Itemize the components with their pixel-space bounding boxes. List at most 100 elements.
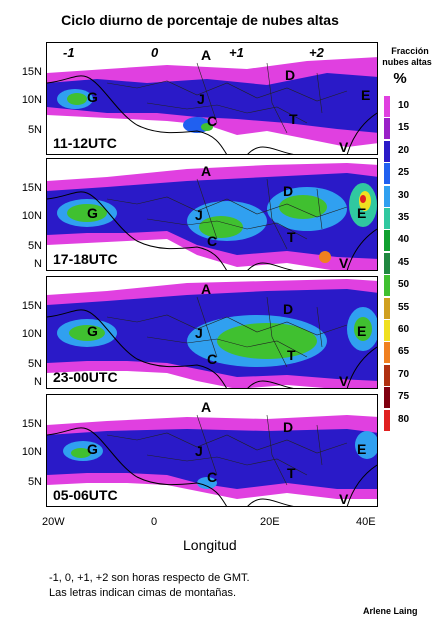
mountain-label: D bbox=[283, 301, 294, 317]
legend-label: 40 bbox=[398, 234, 410, 246]
legend-label: 80 bbox=[398, 413, 410, 425]
mountain-label: V bbox=[339, 255, 349, 271]
y-tick-label: N bbox=[34, 258, 42, 270]
legend-swatch bbox=[384, 320, 390, 341]
mountain-label: D bbox=[283, 419, 294, 435]
cloud-map bbox=[47, 163, 377, 270]
mountain-label: V bbox=[339, 491, 349, 507]
legend-label: 55 bbox=[398, 301, 410, 313]
coastline bbox=[47, 75, 377, 154]
legend-swatch bbox=[384, 118, 390, 140]
map-panel-4: A G J C D T E V 05-06UTC bbox=[46, 394, 378, 507]
legend-unit: % bbox=[393, 70, 407, 87]
legend-entry: 25 bbox=[384, 163, 432, 185]
cloud-core bbox=[67, 93, 87, 105]
map-panel-2: A G J C D T E V 17-18UTC bbox=[46, 158, 378, 271]
cloud-core bbox=[69, 325, 105, 341]
mountain-label: D bbox=[285, 67, 296, 83]
gmt-offset-label: +1 bbox=[229, 45, 244, 60]
cloud-area bbox=[47, 73, 377, 133]
legend-label: 50 bbox=[398, 279, 410, 291]
x-axis-label: Longitud bbox=[183, 537, 237, 553]
mountain-label: T bbox=[287, 229, 296, 245]
cloud-map bbox=[47, 414, 377, 506]
coastline bbox=[47, 309, 377, 388]
x-tick-20e: 20E bbox=[260, 516, 280, 528]
mountain-label: D bbox=[283, 183, 294, 199]
cloud-core bbox=[217, 323, 317, 359]
legend-entry: 50 bbox=[384, 275, 432, 297]
note-gmt: -1, 0, +1, +2 son horas respecto de GMT. bbox=[49, 572, 250, 584]
x-tick-40e: 40E bbox=[356, 516, 376, 528]
legend-swatch bbox=[384, 409, 390, 431]
legend-swatch bbox=[384, 364, 390, 386]
mountain-label: G bbox=[87, 205, 98, 221]
mountain-label: E bbox=[357, 205, 367, 221]
legend-label: 35 bbox=[398, 212, 410, 223]
gmt-offset-label: +2 bbox=[309, 45, 324, 60]
y-tick-label: N bbox=[34, 376, 42, 388]
y-tick-label: 5N bbox=[27, 476, 42, 488]
y-tick-label: 15N bbox=[21, 66, 42, 78]
cloud-core bbox=[199, 216, 243, 238]
legend-entry: 15 bbox=[384, 118, 432, 140]
color-legend: 10 15 20 25 30 35 40 45 50 55 60 65 70 75 80 bbox=[384, 96, 432, 432]
legend-entry: 80 bbox=[384, 409, 432, 431]
y-tick-label: 15N bbox=[21, 300, 42, 312]
y-tick-label: 15N bbox=[21, 418, 42, 430]
map-title: Ciclo diurno de porcentaje de nubes alta… bbox=[61, 12, 339, 28]
y-tick-label: 10N bbox=[21, 210, 42, 222]
mountain-label: A bbox=[201, 163, 212, 179]
legend-entry: 45 bbox=[384, 252, 432, 274]
mountain-label: T bbox=[289, 111, 298, 127]
mountain-label: A bbox=[201, 399, 212, 415]
y-tick-label: 10N bbox=[21, 328, 42, 340]
cloud-core bbox=[279, 195, 327, 219]
legend-label: 20 bbox=[398, 144, 410, 156]
country-borders bbox=[106, 62, 348, 134]
legend-entry: 75 bbox=[384, 387, 432, 409]
cloud-core bbox=[197, 477, 217, 489]
panel-time-label: 23-00UTC bbox=[53, 369, 118, 385]
legend-swatch bbox=[384, 252, 390, 274]
coastline bbox=[47, 191, 377, 270]
x-tick-0: 0 bbox=[151, 516, 158, 528]
legend-swatch bbox=[384, 208, 390, 229]
cloud-core bbox=[360, 195, 366, 203]
legend-entry: 60 bbox=[384, 320, 432, 341]
cloud-map bbox=[47, 57, 377, 154]
mountain-label: J bbox=[195, 207, 203, 223]
y-tick-label: 5N bbox=[27, 358, 42, 370]
map-panel-1: A G J C D T E V -1 0 +1 +2 11-12UTC bbox=[46, 42, 378, 155]
cloud-core bbox=[355, 431, 377, 459]
legend-label: 70 bbox=[398, 368, 410, 380]
legend-label: 65 bbox=[398, 346, 410, 358]
legend-swatch bbox=[384, 275, 390, 297]
y-tick-label: 10N bbox=[21, 94, 42, 106]
legend-label: 15 bbox=[398, 122, 410, 134]
y-tick-label: 5N bbox=[27, 124, 42, 136]
legend-entry: 55 bbox=[384, 297, 432, 319]
mountain-label: A bbox=[201, 47, 212, 63]
legend-swatch bbox=[384, 387, 390, 409]
mountain-label: G bbox=[87, 441, 98, 457]
mountain-label: G bbox=[87, 323, 98, 339]
mountain-label: E bbox=[361, 87, 371, 103]
gmt-offset-label: 0 bbox=[151, 45, 159, 60]
country-borders bbox=[106, 178, 348, 250]
note-letters: Las letras indican cimas de montañas. bbox=[49, 587, 237, 599]
y-tick-label: 5N bbox=[27, 240, 42, 252]
mountain-label: V bbox=[339, 139, 349, 155]
legend-entry: 30 bbox=[384, 185, 432, 207]
mountain-label: A bbox=[201, 281, 212, 297]
legend-entry: 70 bbox=[384, 364, 432, 386]
legend-entry: 40 bbox=[384, 230, 432, 252]
x-tick-20w: 20W bbox=[42, 516, 65, 528]
legend-swatch bbox=[384, 297, 390, 319]
mountain-label: C bbox=[207, 351, 218, 367]
legend-label: 10 bbox=[398, 100, 410, 111]
mountain-label: T bbox=[287, 347, 296, 363]
mountain-label: C bbox=[207, 113, 218, 129]
gmt-offset-label: -1 bbox=[63, 45, 75, 60]
map-panel-3: A G J C D T E V 23-00UTC bbox=[46, 276, 378, 389]
